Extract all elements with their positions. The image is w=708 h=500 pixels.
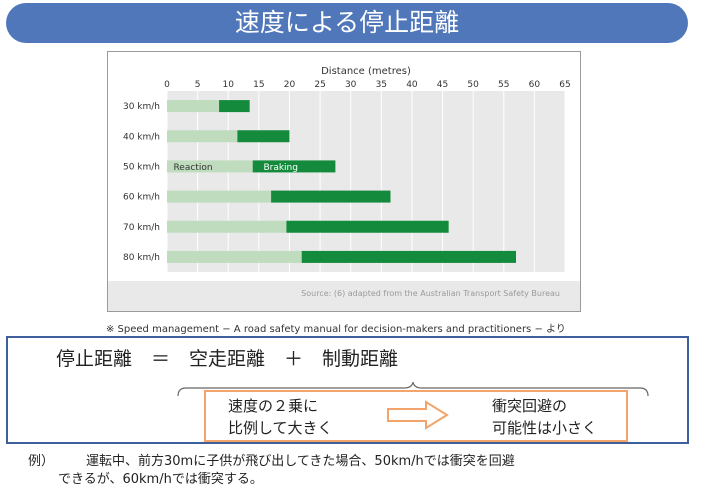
chart-source: Source: (6) adapted from the Australian … bbox=[301, 289, 560, 298]
category-label: 80 km/h bbox=[123, 253, 160, 263]
bar-braking bbox=[301, 250, 517, 263]
category-label: 60 km/h bbox=[123, 193, 160, 203]
bar-braking bbox=[237, 130, 290, 143]
page-title: 速度による停止距離 bbox=[6, 3, 688, 43]
example-line1: 運転中、前方30mに子供が飛び出してきた場合、50km/hでは衝突を回避 bbox=[86, 454, 515, 469]
bar-reaction bbox=[167, 190, 272, 203]
x-tick-label: 25 bbox=[314, 80, 325, 90]
curly-brace bbox=[177, 382, 649, 396]
x-axis-title: Distance (metres) bbox=[321, 66, 411, 77]
category-label: 40 km/h bbox=[123, 132, 160, 142]
category-label: 70 km/h bbox=[123, 223, 160, 233]
series-label-braking: Braking bbox=[263, 163, 298, 173]
example-label: 例） bbox=[28, 454, 55, 469]
effect-cause-line2: 比例して大きく bbox=[228, 419, 333, 437]
effect-cause-line1: 速度の２乗に bbox=[228, 397, 319, 415]
x-tick-label: 40 bbox=[406, 80, 418, 90]
x-tick-label: 50 bbox=[467, 80, 479, 90]
stopping-distance-formula: 停止距離 ＝ 空走距離 ＋ 制動距離 bbox=[56, 348, 399, 370]
bar-reaction bbox=[167, 130, 238, 143]
category-label: 50 km/h bbox=[123, 162, 160, 172]
bar-braking bbox=[219, 100, 250, 113]
chart-svg: 0 5 10 15 20 25 30 35 40 45 50 55 60 65 Distance (metr… bbox=[108, 66, 580, 311]
right-arrow-icon bbox=[387, 400, 449, 430]
x-tick-label: 10 bbox=[223, 80, 235, 90]
formula-box: 停止距離 ＝ 空走距離 ＋ 制動距離 速度の２乗に 比例して大きく 衝突回避の … bbox=[6, 336, 689, 444]
x-tick-label: 45 bbox=[437, 80, 448, 90]
bar-braking bbox=[252, 160, 336, 173]
category-label: 30 km/h bbox=[123, 102, 160, 112]
bar-reaction bbox=[167, 160, 253, 173]
example-line2: できるが、60km/hでは衝突する。 bbox=[58, 472, 263, 487]
effect-result-line1: 衝突回避の bbox=[492, 397, 568, 415]
effect-cause: 速度の２乗に 比例して大きく bbox=[228, 395, 333, 439]
x-tick-label: 5 bbox=[195, 80, 201, 90]
x-tick-label: 0 bbox=[164, 80, 170, 90]
stopping-distance-chart: 0 5 10 15 20 25 30 35 40 45 50 55 60 65 Distance (metr… bbox=[107, 51, 581, 312]
x-tick-label: 20 bbox=[284, 80, 296, 90]
effect-result: 衝突回避の 可能性は小さく bbox=[492, 395, 597, 439]
bar-reaction bbox=[167, 220, 287, 233]
x-tick-label: 65 bbox=[559, 80, 570, 90]
x-tick-label: 55 bbox=[498, 80, 509, 90]
x-tick-label: 35 bbox=[376, 80, 387, 90]
bar-reaction bbox=[167, 250, 302, 263]
x-tick-label: 60 bbox=[529, 80, 541, 90]
effect-result-line2: 可能性は小さく bbox=[492, 419, 598, 437]
plot-area bbox=[167, 91, 565, 272]
x-tick-label: 15 bbox=[253, 80, 264, 90]
effect-box: 速度の２乗に 比例して大きく 衝突回避の 可能性は小さく bbox=[204, 390, 628, 442]
bar-braking bbox=[271, 190, 391, 203]
source-band bbox=[108, 281, 580, 311]
source-footnote: ※ Speed management − A road safety manua… bbox=[106, 324, 566, 335]
bar-braking bbox=[286, 220, 449, 233]
bar-reaction bbox=[167, 100, 220, 113]
series-label-reaction: Reaction bbox=[173, 163, 212, 173]
x-tick-label: 30 bbox=[345, 80, 357, 90]
